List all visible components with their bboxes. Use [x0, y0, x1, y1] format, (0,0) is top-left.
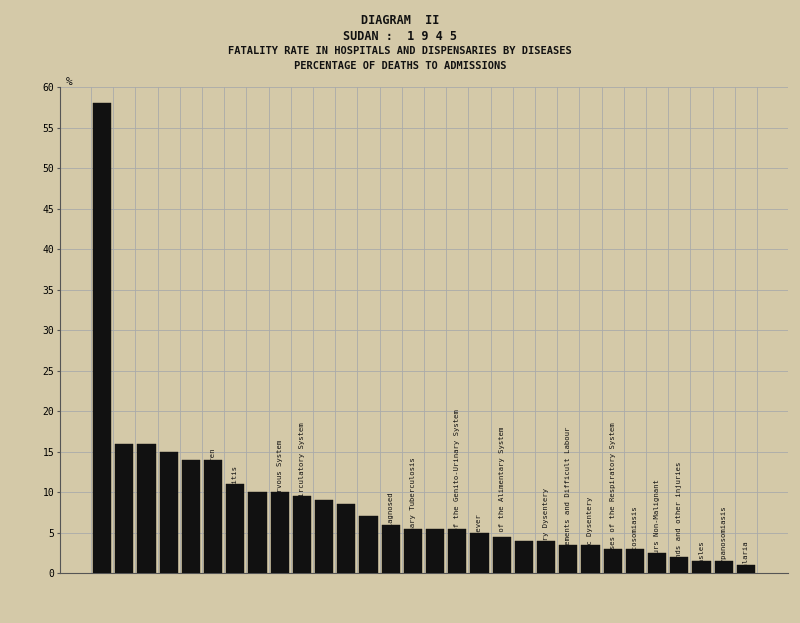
Text: Diseases of the Genito-Urinary System: Diseases of the Genito-Urinary System	[454, 409, 460, 571]
Bar	[603, 549, 622, 573]
Text: Diphtheria: Diphtheria	[188, 527, 194, 571]
Bar	[714, 561, 733, 573]
Bar	[737, 565, 755, 573]
Bar	[204, 460, 222, 573]
Bar	[249, 492, 266, 573]
Text: Schistosomiasis: Schistosomiasis	[632, 505, 638, 571]
Text: Amoebic Dysentery: Amoebic Dysentery	[587, 497, 594, 571]
Text: Measles: Measles	[698, 540, 705, 571]
Bar	[559, 545, 578, 573]
Text: Leprosy: Leprosy	[521, 540, 527, 571]
Bar	[138, 444, 156, 573]
Text: Non-Pulmonary Tuberculosis: Non-Pulmonary Tuberculosis	[410, 457, 416, 571]
Text: Wounds and other injuries: Wounds and other injuries	[676, 462, 682, 571]
Text: %: %	[66, 77, 72, 87]
Text: Tumours Non-Malignant: Tumours Non-Malignant	[654, 479, 660, 571]
Bar	[582, 545, 599, 573]
Text: Fevers Undiagnosed: Fevers Undiagnosed	[388, 492, 394, 571]
Text: Malaria: Malaria	[743, 540, 749, 571]
Text: Diabetes: Diabetes	[366, 536, 371, 571]
Text: Enteric Fever: Enteric Fever	[477, 514, 482, 571]
Bar	[382, 525, 400, 573]
Text: Tumours Malignant: Tumours Malignant	[143, 497, 150, 571]
Bar	[470, 533, 489, 573]
Text: Bacillary Dysentery: Bacillary Dysentery	[543, 488, 549, 571]
Bar	[692, 561, 710, 573]
Text: Pulmonary Tuberculosis: Pulmonary Tuberculosis	[166, 475, 172, 571]
Bar	[426, 528, 444, 573]
Text: Tetanus: Tetanus	[99, 540, 105, 571]
Bar	[493, 537, 510, 573]
Text: Leishmaniasis: Leishmaniasis	[122, 514, 127, 571]
Text: Cerebrospinal Meningitis: Cerebrospinal Meningitis	[232, 466, 238, 571]
Bar	[93, 103, 111, 573]
Text: PERCENTAGE OF DEATHS TO ADMISSIONS: PERCENTAGE OF DEATHS TO ADMISSIONS	[294, 61, 506, 71]
Text: Diseases of the Circulatory System: Diseases of the Circulatory System	[299, 422, 305, 571]
Text: Poisoning: Poisoning	[432, 531, 438, 571]
Text: FATALITY RATE IN HOSPITALS AND DISPENSARIES BY DISEASES: FATALITY RATE IN HOSPITALS AND DISPENSAR…	[228, 46, 572, 56]
Text: Pneumonia: Pneumonia	[321, 531, 327, 571]
Bar	[270, 492, 289, 573]
Bar	[160, 452, 178, 573]
Bar	[315, 500, 334, 573]
Bar	[115, 444, 134, 573]
Bar	[226, 484, 245, 573]
Text: Diseases of the Alimentary System: Diseases of the Alimentary System	[498, 426, 505, 571]
Text: Diseases of the Nervous System: Diseases of the Nervous System	[277, 439, 282, 571]
Bar	[537, 541, 555, 573]
Text: Trypanosomiasis: Trypanosomiasis	[721, 505, 726, 571]
Bar	[514, 541, 533, 573]
Bar	[404, 528, 422, 573]
Bar	[648, 553, 666, 573]
Text: Confinements and Difficult Labour: Confinements and Difficult Labour	[566, 426, 571, 571]
Bar	[359, 516, 378, 573]
Text: Blackwater Fever: Blackwater Fever	[254, 501, 261, 571]
Text: SUDAN :  1 9 4 5: SUDAN : 1 9 4 5	[343, 30, 457, 43]
Bar	[338, 505, 355, 573]
Bar	[670, 557, 688, 573]
Bar	[626, 549, 644, 573]
Bar	[293, 496, 311, 573]
Bar	[448, 528, 466, 573]
Text: Diseases of the Respiratory System: Diseases of the Respiratory System	[610, 422, 616, 571]
Text: DIAGRAM  II: DIAGRAM II	[361, 14, 439, 27]
Bar	[182, 460, 200, 573]
Text: Gastro-Enteritis of Children: Gastro-Enteritis of Children	[210, 448, 216, 571]
Text: Relapsing Fever: Relapsing Fever	[343, 505, 350, 571]
